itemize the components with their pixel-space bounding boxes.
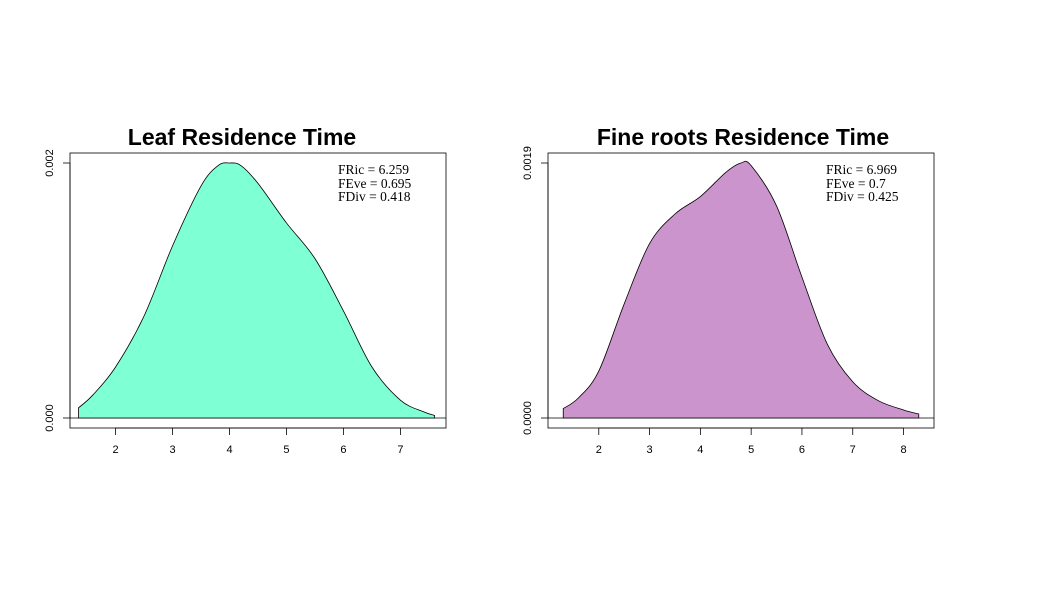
x-tick-label: 5 — [283, 444, 289, 456]
x-tick-label: 3 — [647, 444, 653, 456]
x-tick-label: 2 — [113, 444, 119, 456]
x-tick-label: 4 — [226, 444, 232, 456]
x-tick-label: 5 — [748, 444, 754, 456]
x-tick-label: 7 — [850, 444, 856, 456]
x-tick-label: 8 — [900, 444, 906, 456]
annotation-fdiv: FDiv = 0.418 — [338, 189, 411, 204]
fine-roots-residence-panel: Fine roots Residence Time FRic = 6.969 F… — [522, 124, 935, 456]
x-tick-label: 6 — [799, 444, 805, 456]
annotation-fdiv: FDiv = 0.425 — [826, 189, 899, 204]
leaf-residence-panel: Leaf Residence Time FRic = 6.259 FEve = … — [44, 124, 447, 456]
annotation-fric: FRic = 6.969 — [826, 162, 897, 177]
y-tick-label: 0.000 — [44, 404, 56, 432]
x-tick-label: 2 — [596, 444, 602, 456]
annotation-fric: FRic = 6.259 — [338, 162, 409, 177]
density-area — [562, 160, 920, 419]
chart-title: Fine roots Residence Time — [597, 124, 889, 150]
annotation-feve: FEve = 0.7 — [826, 176, 886, 191]
annotation-feve: FEve = 0.695 — [338, 176, 411, 191]
x-tick-label: 6 — [340, 444, 346, 456]
y-tick-label: 0.0019 — [522, 146, 534, 180]
x-tick-label: 4 — [697, 444, 703, 456]
x-tick-label: 3 — [169, 444, 175, 456]
y-tick-label: 0.0000 — [522, 401, 534, 435]
x-tick-label: 7 — [397, 444, 403, 456]
y-tick-label: 0.002 — [44, 149, 56, 177]
density-area — [78, 162, 436, 419]
chart-title: Leaf Residence Time — [128, 124, 356, 150]
